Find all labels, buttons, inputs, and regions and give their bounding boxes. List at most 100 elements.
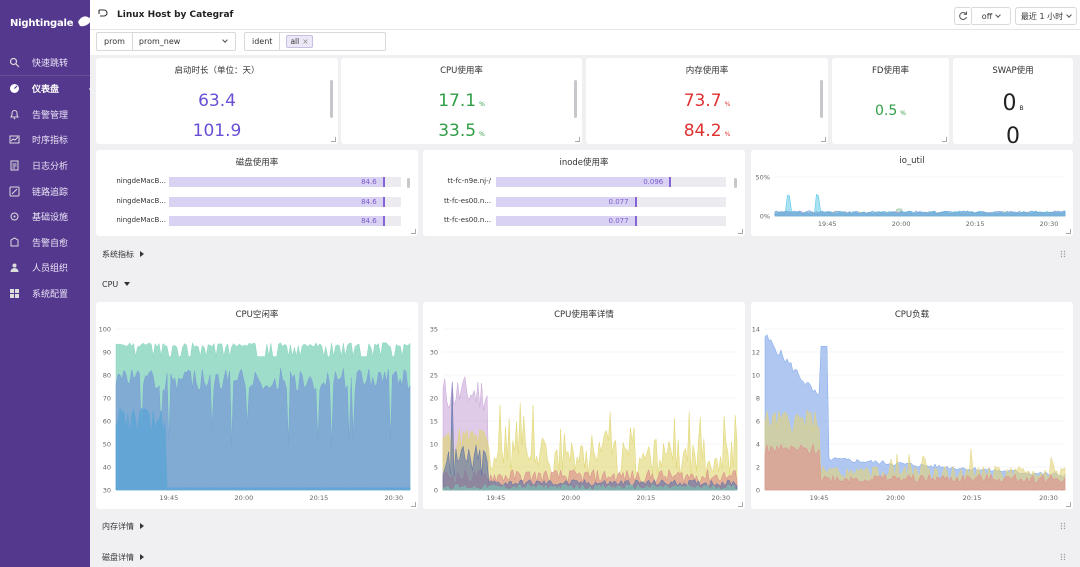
panel-title: FD使用率 <box>872 66 909 76</box>
resize-handle-icon[interactable] <box>821 137 826 142</box>
io-util-panel: io_util 50% 0% 19:45 20:00 20:15 20:30 <box>751 150 1073 236</box>
bar-fill <box>496 177 672 187</box>
bar-label: ningdeMacB... <box>116 216 166 224</box>
y-tick-label: 8 <box>756 395 760 403</box>
y-tick-label: 14 <box>752 326 760 334</box>
bar-track: 0.077 <box>496 216 726 226</box>
stat-value: 0.5% <box>875 103 906 119</box>
cpu-detail-series-0 <box>442 402 738 491</box>
sidebar-item[interactable]: 链路追踪 <box>0 178 90 204</box>
sidebar-item[interactable]: 告警管理 <box>0 102 90 128</box>
sidebar-item-label: 快速跳转 <box>32 59 69 69</box>
ident-filter[interactable]: ident all × <box>244 32 386 51</box>
io-util-chart: 50% 0% 19:45 20:00 20:15 20:30 <box>756 174 1066 228</box>
mem-usage-panel: 内存使用率 73.7% 84.2% <box>586 58 828 144</box>
sidebar-item[interactable]: 告警自愈 <box>0 230 90 256</box>
resize-handle-icon[interactable] <box>331 137 336 142</box>
resize-handle-icon[interactable] <box>1066 229 1071 234</box>
panel-title: inode使用率 <box>559 158 609 168</box>
resize-handle-icon[interactable] <box>942 137 947 142</box>
trace-icon <box>9 186 20 197</box>
cpu-load-panel: CPU负载 14 12 10 8 6 4 2 0 19:45 20:00 20:15 20:30 <box>751 302 1073 509</box>
y-tick-label: 30 <box>103 487 111 495</box>
heal-icon <box>9 237 20 248</box>
row-system-metrics[interactable]: 系统指标 <box>90 244 1080 264</box>
bar-fill <box>496 196 637 207</box>
x-tick-label: 20:00 <box>562 494 581 502</box>
resize-handle-icon[interactable] <box>575 137 580 142</box>
scrollbar[interactable] <box>734 178 737 188</box>
bar-value: 0.096 <box>643 178 664 186</box>
search-icon <box>9 57 20 68</box>
bar-fill <box>169 177 385 187</box>
y-tick-label: 10 <box>752 372 760 380</box>
resize-handle-icon[interactable] <box>738 502 743 507</box>
x-tick-label: 20:00 <box>886 494 905 502</box>
close-icon[interactable]: × <box>302 37 309 46</box>
scrollbar[interactable] <box>330 80 333 118</box>
bar-track: 0.096 <box>496 177 726 187</box>
bar-label: tt-fc-es00.n... <box>443 196 491 205</box>
row-memory-detail[interactable]: 内存详情 <box>90 516 1080 536</box>
sidebar-item[interactable]: 基础设施 <box>0 204 90 230</box>
sidebar-item[interactable]: 时序指标 <box>0 127 90 153</box>
y-tick-label: 60 <box>103 418 111 426</box>
panel-title: io_util <box>899 156 925 166</box>
resize-handle-icon[interactable] <box>411 502 416 507</box>
drag-handle-icon[interactable] <box>1060 522 1066 530</box>
caret-right-icon <box>140 251 144 257</box>
sidebar-item[interactable]: 仪表盘 <box>0 76 95 102</box>
resize-handle-icon[interactable] <box>738 229 743 234</box>
datasource-label: prom <box>97 33 133 50</box>
ident-label: ident <box>245 33 281 50</box>
refresh-button[interactable] <box>954 7 972 25</box>
drag-handle-icon[interactable] <box>1060 250 1066 258</box>
bar-value: 0.077 <box>608 197 629 206</box>
row-title: 内存详情 <box>102 521 134 531</box>
sidebar: Nightingale 快速跳转仪表盘告警管理时序指标日志分析链路追踪 基础设施告… <box>0 0 95 567</box>
y-tick-label: 15 <box>430 418 438 426</box>
dashboard-icon <box>9 83 20 94</box>
sidebar-item[interactable]: 日志分析 <box>0 153 90 179</box>
sidebar-item[interactable]: 快速跳转 <box>0 50 90 76</box>
cpu-detail-series-3 <box>442 381 738 491</box>
y-tick-label: 0% <box>760 213 770 221</box>
chevron-down-icon <box>1066 11 1072 18</box>
y-tick-label: 12 <box>752 349 760 357</box>
logo[interactable]: Nightingale <box>0 0 94 46</box>
drag-handle-icon[interactable] <box>1060 553 1066 561</box>
scrollbar[interactable] <box>407 178 410 188</box>
bar-track: 84.6 <box>169 216 401 226</box>
ident-tag[interactable]: all × <box>286 35 313 48</box>
sidebar-item-label: 时序指标 <box>32 136 69 147</box>
panel-title: 内存使用率 <box>685 66 729 76</box>
row-disk-detail[interactable]: 磁盘详情 <box>90 547 1080 567</box>
datasource-filter[interactable]: prom prom_new <box>96 32 236 51</box>
sidebar-item[interactable]: 系统配置 <box>0 281 90 307</box>
sidebar-item[interactable]: 人员组织 <box>0 255 90 281</box>
stat-value: 84.2% <box>683 121 731 141</box>
back-icon[interactable] <box>98 9 108 19</box>
auto-refresh-select[interactable]: off <box>972 7 1011 25</box>
bar-track: 0.077 <box>496 196 726 207</box>
bar-gauge-row: ningdeMacB... 84.6 <box>96 215 418 227</box>
sidebar-item-label: 日志分析 <box>32 162 69 173</box>
x-tick-label: 20:00 <box>235 494 254 502</box>
resize-handle-icon[interactable] <box>411 229 416 234</box>
scrollbar[interactable] <box>820 80 823 118</box>
x-tick-label: 20:15 <box>966 220 985 228</box>
time-range-select[interactable]: 最近 1 小时 <box>1015 7 1077 25</box>
scrollbar[interactable] <box>574 80 577 118</box>
stat-value: 17.1% <box>438 91 485 111</box>
cpu-detail-panel: CPU使用率详情 35 30 25 20 15 10 5 0 19:45 20:00 20:15 20… <box>423 302 745 509</box>
cpu-load-series-2 <box>764 443 1066 491</box>
sidebar-item-label: 仪表盘 <box>32 85 60 96</box>
resize-handle-icon[interactable] <box>1066 502 1071 507</box>
row-cpu[interactable]: CPU <box>90 274 1080 294</box>
chevron-down-icon <box>222 37 228 43</box>
x-tick-label: 20:00 <box>892 220 911 228</box>
y-tick-label: 0 <box>434 487 438 495</box>
panel-title: CPU空闲率 <box>235 310 279 320</box>
bar-cap <box>382 216 385 226</box>
y-tick-label: 2 <box>756 464 760 472</box>
